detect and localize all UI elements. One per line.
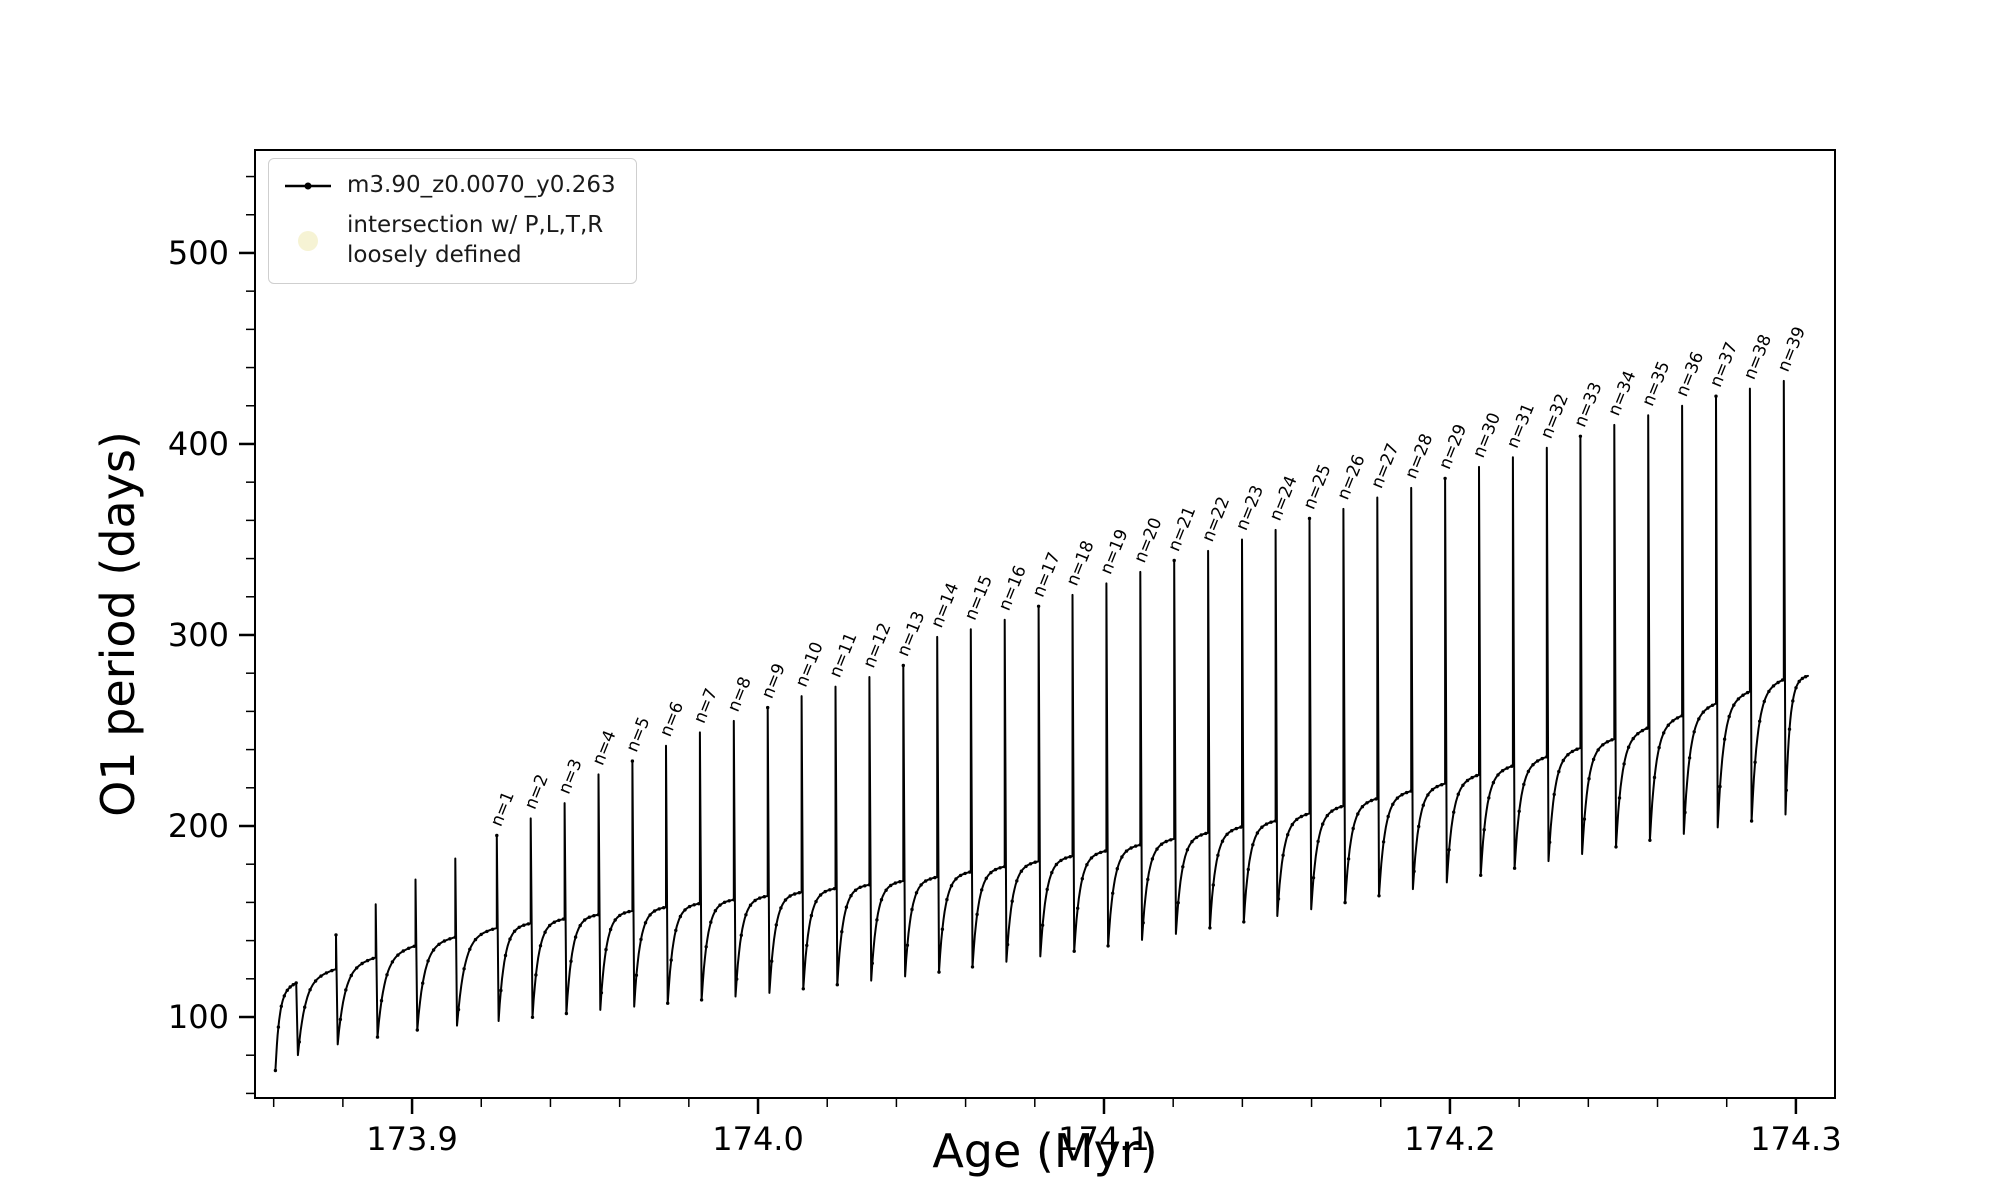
spike-label: n=9 <box>758 661 790 702</box>
spike-label: n=19 <box>1096 527 1132 578</box>
y-axis-ticks: 100 200 300 400 500 <box>168 175 255 1095</box>
spike-label: n=4 <box>589 728 621 769</box>
spike-label: n=36 <box>1672 349 1708 400</box>
spike-label: n=38 <box>1740 332 1776 383</box>
y-tick-label: 200 <box>168 807 229 845</box>
spike-label: n=22 <box>1198 494 1234 545</box>
x-axis-label: Age (Myr) <box>932 1124 1158 1178</box>
legend-circle-icon <box>298 230 318 251</box>
x-tick-label: 173.9 <box>366 1120 458 1158</box>
legend-series-label: m3.90_z0.0070_y0.263 <box>347 172 616 198</box>
spike-labels: n=1 n=2 n=3n=4 n=5 n=6 n=7 n=8 n=9 n=10n=11n=12n… <box>487 324 1810 829</box>
spike-label: n=10 <box>792 639 828 690</box>
spike-label: n=16 <box>995 563 1031 614</box>
spike-label: n=3 <box>555 756 587 797</box>
spike-label: n=32 <box>1537 391 1573 442</box>
circle-marker-swatch <box>283 228 333 254</box>
spike-label: n=14 <box>927 580 963 631</box>
spike-label: n=13 <box>893 609 929 660</box>
series-line <box>274 379 1809 1072</box>
x-axis-ticks: 173.9 174.0 174.1 174.2 174.3 <box>272 1098 1842 1158</box>
x-tick-label: 174.2 <box>1404 1120 1496 1158</box>
series-point-markers <box>273 394 1808 1073</box>
y-axis-label: O1 period (days) <box>91 431 145 817</box>
legend-entry-intersection: intersection w/ P,L,T,R loosely defined <box>283 211 616 271</box>
spike-label: n=11 <box>826 630 862 681</box>
line-dot-marker-swatch <box>283 178 333 194</box>
y-tick-label: 400 <box>168 425 229 463</box>
y-tick-label: 300 <box>168 616 229 654</box>
spike-label: n=29 <box>1435 422 1471 473</box>
y-tick-label: 500 <box>168 234 229 272</box>
y-tick-label: 100 <box>168 998 229 1036</box>
spike-label: n=28 <box>1401 431 1437 482</box>
spike-label: n=37 <box>1706 339 1742 390</box>
spike-label: n=6 <box>656 699 688 740</box>
spike-label: n=7 <box>690 686 722 727</box>
x-tick-label: 174.3 <box>1750 1120 1842 1158</box>
spike-label: n=26 <box>1333 452 1369 503</box>
spike-label: n=17 <box>1029 549 1065 600</box>
x-tick-label: 174.0 <box>712 1120 804 1158</box>
spike-label: n=25 <box>1300 462 1336 513</box>
spike-label: n=33 <box>1570 379 1606 430</box>
axes-spine <box>254 149 1836 1099</box>
legend: m3.90_z0.0070_y0.263 intersection w/ P,L… <box>268 158 637 284</box>
spike-label: n=31 <box>1503 400 1539 451</box>
spike-label: n=39 <box>1774 324 1810 375</box>
spike-label: n=8 <box>724 674 756 715</box>
legend-intersection-label: intersection w/ P,L,T,R loosely defined <box>347 211 604 268</box>
spike-label: n=20 <box>1130 515 1166 566</box>
spike-label: n=24 <box>1266 473 1302 524</box>
spike-label: n=27 <box>1367 441 1403 492</box>
legend-entry-series: m3.90_z0.0070_y0.263 <box>283 171 616 201</box>
spike-label: n=23 <box>1232 483 1268 534</box>
spike-label: n=2 <box>521 772 553 813</box>
spike-label: n=21 <box>1164 504 1200 555</box>
spike-label: n=18 <box>1063 538 1099 589</box>
spike-label: n=5 <box>622 714 654 755</box>
spike-label: n=12 <box>859 620 895 671</box>
spike-label: n=30 <box>1469 410 1505 461</box>
legend-dot-icon <box>304 182 312 190</box>
spike-label: n=1 <box>487 789 519 830</box>
x-tick-label: 174.1 <box>1058 1120 1150 1158</box>
spike-label: n=35 <box>1638 358 1674 409</box>
spike-label: n=34 <box>1604 368 1640 419</box>
spike-label: n=15 <box>961 572 997 623</box>
